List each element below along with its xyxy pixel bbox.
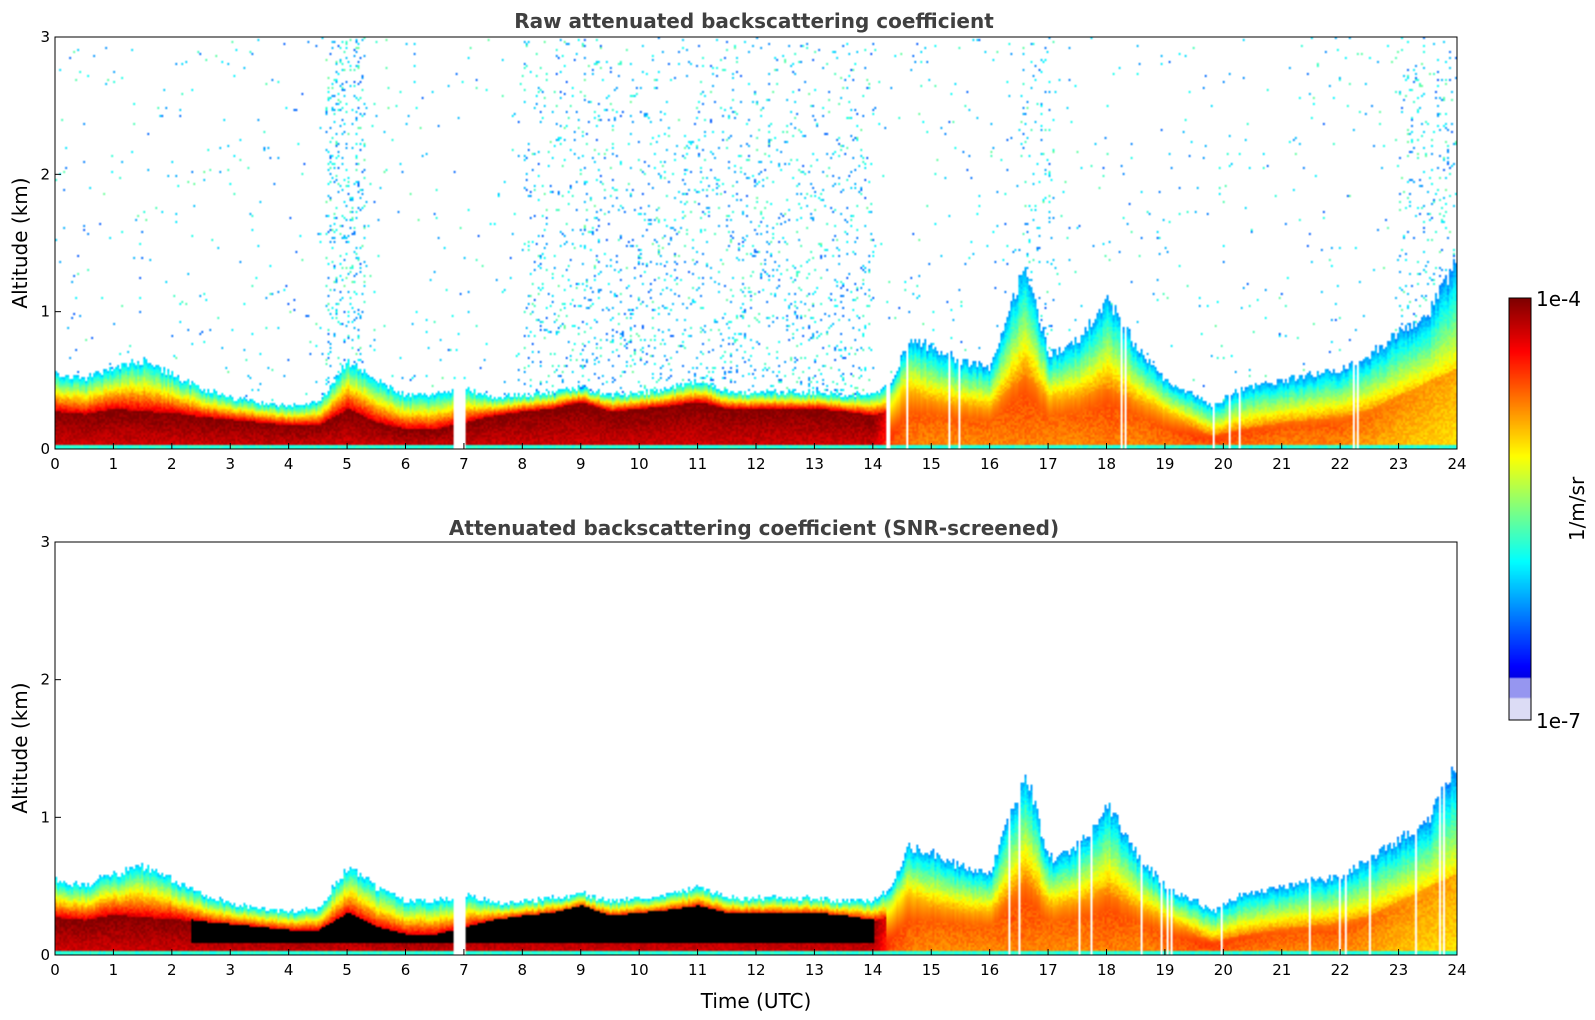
x-tick-label: 15 [922,961,941,979]
colorbar-gradient [1509,298,1531,720]
x-tick-label: 10 [630,961,649,979]
colorbar-max-label: 1e-4 [1536,287,1581,311]
x-tick-label: 5 [342,455,352,473]
x-tick-label: 24 [1447,961,1466,979]
x-tick-label: 23 [1389,961,1408,979]
y-tick-label: 2 [40,671,50,689]
panel-screened: Attenuated backscattering coefficient (S… [8,516,1467,1013]
panel-raw-plot [55,37,1457,449]
y-tick-label: 2 [40,165,50,183]
x-tick-label: 3 [225,961,235,979]
panel-screened-title: Attenuated backscattering coefficient (S… [449,516,1059,540]
x-tick-label: 22 [1331,961,1350,979]
panel-raw-title: Raw attenuated backscattering coefficien… [514,9,994,33]
x-tick-label: 9 [576,961,586,979]
x-tick-label: 3 [225,455,235,473]
y-tick-label: 3 [40,533,50,551]
x-tick-label: 4 [284,961,294,979]
x-tick-label: 14 [863,961,882,979]
panel-raw-heatmap [55,37,1457,449]
x-tick-label: 21 [1272,455,1291,473]
x-tick-label: 11 [688,455,707,473]
x-tick-label: 19 [1155,455,1174,473]
y-tick-label: 0 [40,440,50,458]
x-tick-label: 20 [1214,455,1233,473]
x-tick-label: 16 [980,961,999,979]
x-tick-label: 13 [805,961,824,979]
x-tick-label: 7 [459,961,469,979]
y-tick-label: 3 [40,28,50,46]
x-tick-label: 18 [1097,961,1116,979]
panel-screened-ylabel: Altitude (km) [8,682,32,813]
x-tick-label: 14 [863,455,882,473]
colorbar-min-label: 1e-7 [1536,709,1581,733]
x-tick-label: 1 [109,961,119,979]
x-tick-label: 7 [459,455,469,473]
panel-screened-xlabel: Time (UTC) [700,989,812,1013]
x-tick-label: 19 [1155,961,1174,979]
x-tick-label: 12 [746,455,765,473]
x-tick-label: 24 [1447,455,1466,473]
colorbar-frame [1508,297,1532,721]
x-tick-label: 8 [518,455,528,473]
x-tick-label: 6 [401,455,411,473]
x-tick-label: 2 [167,961,177,979]
x-tick-label: 23 [1389,455,1408,473]
x-tick-label: 17 [1039,455,1058,473]
colorbar: 1e-4 1e-7 1/m/sr [1508,287,1589,733]
panel-screened-x-axis: 0 1 2 3 4 5 6 7 8 9 10 11 12 13 14 15 16 17 18 19 20 21 22 23 24 [50,949,1467,979]
x-tick-label: 13 [805,455,824,473]
x-tick-label: 0 [50,961,60,979]
panel-screened-plot [55,542,1457,955]
x-tick-label: 0 [50,455,60,473]
y-tick-label: 1 [40,303,50,321]
x-tick-label: 20 [1214,961,1233,979]
panel-raw-y-axis: 0 1 2 3 [40,28,61,458]
x-tick-label: 2 [167,455,177,473]
x-tick-label: 10 [630,455,649,473]
x-tick-label: 16 [980,455,999,473]
y-tick-label: 1 [40,808,50,826]
x-tick-label: 18 [1097,455,1116,473]
panel-raw-x-axis: 0 1 2 3 4 5 6 7 8 9 10 11 12 13 14 15 16 17 18 19 20 21 22 23 24 [50,443,1467,473]
x-tick-label: 12 [746,961,765,979]
x-tick-label: 1 [109,455,119,473]
panel-screened-heatmap [55,542,1457,955]
x-tick-label: 5 [342,961,352,979]
x-tick-label: 15 [922,455,941,473]
x-tick-label: 6 [401,961,411,979]
x-tick-label: 8 [518,961,528,979]
x-tick-label: 9 [576,455,586,473]
x-tick-label: 21 [1272,961,1291,979]
panel-screened-y-axis: 0 1 2 3 [40,533,61,964]
x-tick-label: 4 [284,455,294,473]
x-tick-label: 17 [1039,961,1058,979]
x-tick-label: 11 [688,961,707,979]
colorbar-unit-label: 1/m/sr [1565,476,1589,541]
x-tick-label: 22 [1331,455,1350,473]
y-tick-label: 0 [40,946,50,964]
panel-raw: Raw attenuated backscattering coefficien… [8,9,1467,473]
panel-raw-ylabel: Altitude (km) [8,177,32,308]
